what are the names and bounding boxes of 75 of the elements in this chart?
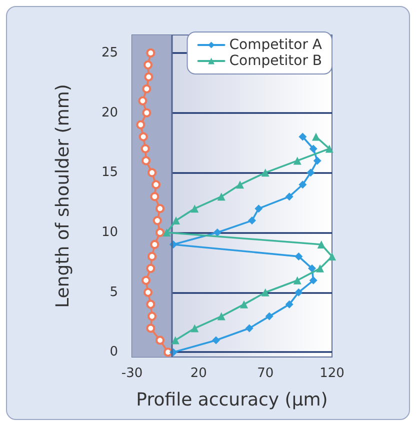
point <box>309 276 318 284</box>
point <box>156 336 164 345</box>
point <box>148 312 156 321</box>
point <box>148 252 156 261</box>
y-tick-label: 20 <box>101 105 118 120</box>
point <box>142 108 152 118</box>
point <box>164 348 172 357</box>
point <box>236 180 244 189</box>
point <box>146 300 156 309</box>
point <box>146 264 156 273</box>
point <box>265 312 274 320</box>
point <box>212 336 220 344</box>
point <box>138 132 148 142</box>
point <box>313 156 322 165</box>
point <box>294 288 303 296</box>
point <box>306 168 315 177</box>
point <box>144 72 154 82</box>
point <box>146 324 156 333</box>
point <box>152 180 160 190</box>
point <box>138 96 148 106</box>
x-tick-label: 70 <box>257 366 274 381</box>
point <box>293 276 302 284</box>
point <box>144 60 152 70</box>
point <box>261 288 270 296</box>
point <box>240 300 248 308</box>
point <box>248 216 256 225</box>
point <box>309 144 318 153</box>
point <box>142 156 150 166</box>
point <box>294 252 303 260</box>
point <box>317 240 326 248</box>
point <box>171 336 180 344</box>
point <box>190 324 199 332</box>
point <box>298 132 307 141</box>
point <box>285 192 294 201</box>
point <box>142 84 152 94</box>
x-axis-title: Profile accuracy (µm) <box>136 390 328 410</box>
point <box>261 168 270 177</box>
point <box>217 312 226 320</box>
point <box>213 228 222 237</box>
point <box>308 264 316 272</box>
legend-label: Competitor A <box>229 37 322 53</box>
y-tick-label: 0 <box>110 344 118 360</box>
point <box>298 180 307 189</box>
y-tick-label: 15 <box>101 165 118 180</box>
legend-label: Competitor B <box>229 53 322 69</box>
point <box>150 192 160 202</box>
point <box>190 204 199 213</box>
point <box>156 228 164 238</box>
point <box>254 204 263 213</box>
point <box>156 204 164 214</box>
point <box>285 300 294 308</box>
y-tick-label: 25 <box>101 45 118 60</box>
point <box>325 144 334 153</box>
point <box>152 216 162 226</box>
point <box>150 240 160 249</box>
point <box>140 144 150 154</box>
point <box>148 168 156 178</box>
y-axis-title: Length of shoulder (mm) <box>52 84 74 308</box>
point <box>144 288 152 297</box>
x-tick-label: -30 <box>121 366 143 381</box>
point <box>162 228 171 237</box>
point <box>293 156 302 165</box>
y-tick-label: 5 <box>110 284 118 300</box>
point <box>146 48 156 58</box>
point <box>245 324 254 332</box>
point <box>217 192 226 201</box>
point <box>328 252 336 260</box>
point <box>142 276 150 285</box>
x-tick-label: 20 <box>190 366 207 381</box>
x-tick-label: 120 <box>320 366 344 381</box>
point <box>136 120 146 130</box>
point <box>312 132 320 141</box>
point <box>316 264 324 272</box>
point <box>172 216 180 225</box>
y-tick-label: 10 <box>101 225 118 240</box>
